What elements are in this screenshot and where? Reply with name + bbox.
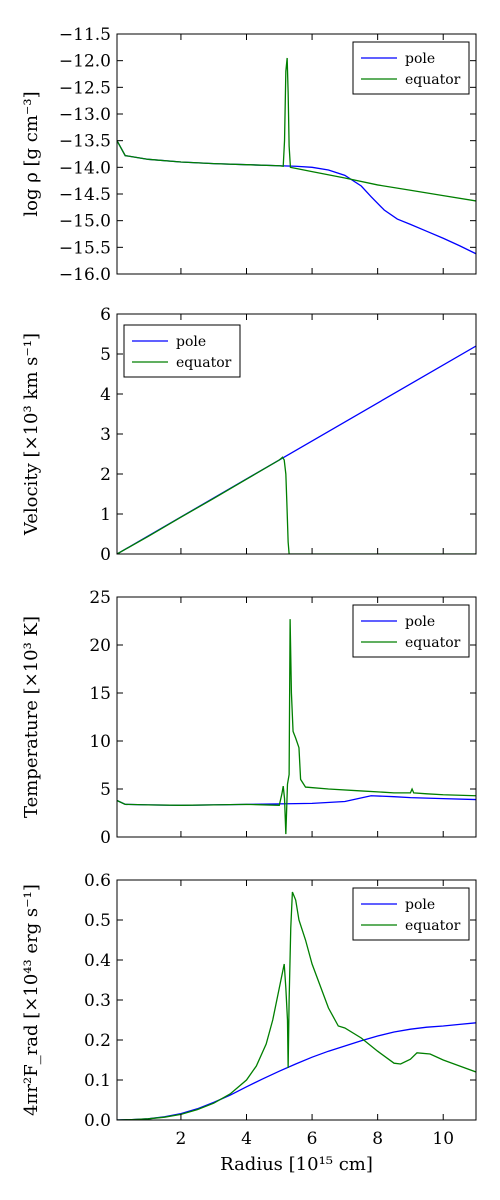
x-axis-label: Radius [10¹⁵ cm] (220, 1154, 373, 1175)
x-tick-label: 6 (307, 1129, 318, 1149)
series-line-pole (117, 795, 476, 806)
panel-1: −11.5 −12.0 −12.5 −13.0 −13.5 −14.0 −14.5 −15.0… (21, 25, 477, 285)
legend-box (123, 324, 241, 378)
legend-label-pole: pole (405, 614, 435, 630)
y-tick-label: 25 (89, 588, 111, 608)
legend-label-pole: pole (405, 51, 435, 67)
legend: pole equator (123, 324, 241, 378)
plot-frame (116, 596, 477, 838)
legend: pole equator (352, 41, 470, 95)
legend-label-equator: equator (405, 72, 461, 88)
y-tick-label: 2 (100, 465, 111, 485)
plot-frame (116, 33, 477, 275)
y-tick-label: 0 (100, 828, 111, 848)
y-tick-label: −13.0 (59, 105, 111, 125)
y-tick-label: −12.5 (59, 78, 111, 98)
y-tick-label: 0.0 (84, 1111, 111, 1131)
legend-box (352, 887, 470, 941)
y-axis-label: 4πr²F_rad [×10⁴³ erg s⁻¹] (21, 884, 42, 1116)
y-tick-label: −14.0 (59, 158, 111, 178)
series-line-equator (117, 456, 476, 554)
legend-label-equator: equator (405, 918, 461, 934)
y-tick-label: 0 (100, 545, 111, 565)
x-tick-label: 4 (241, 1129, 252, 1149)
panel-2: 0 1 2 3 4 5 6 Velocity [×10³ km s⁻¹] pole equator (21, 305, 477, 565)
y-axis-label: Velocity [×10³ km s⁻¹] (21, 333, 42, 536)
legend-label-equator: equator (176, 355, 232, 371)
y-tick-label: −16.0 (59, 265, 111, 285)
y-tick-label: 0.5 (84, 911, 111, 931)
y-tick-label: 0.2 (84, 1031, 111, 1051)
y-tick-label: 0.1 (84, 1071, 111, 1091)
legend-label-pole: pole (176, 334, 206, 350)
series-line-equator (117, 57, 476, 202)
series-line-pole (117, 140, 476, 255)
y-tick-label: −15.0 (59, 212, 111, 232)
y-tick-label: 5 (100, 780, 111, 800)
y-tick-label: −15.5 (59, 238, 111, 258)
y-tick-label: −14.5 (59, 185, 111, 205)
legend: pole equator (352, 887, 470, 941)
series-line-equator (117, 619, 476, 835)
y-tick-label: 0.6 (84, 871, 111, 891)
legend-label-equator: equator (405, 635, 461, 651)
y-tick-label: 20 (89, 636, 111, 656)
y-tick-label: 3 (100, 425, 111, 445)
panel-3: 0 5 10 15 20 25 Temperature [×10³ K] pole equato… (21, 588, 477, 848)
y-tick-label: 6 (100, 305, 111, 325)
y-tick-label: 4 (100, 385, 111, 405)
y-tick-label: 0.3 (84, 991, 111, 1011)
y-axis-label: Temperature [×10³ K] (21, 616, 42, 818)
y-tick-label: 10 (89, 732, 111, 752)
y-tick-label: 5 (100, 345, 111, 365)
x-tick-label: 10 (432, 1129, 454, 1149)
x-tick-label: 2 (176, 1129, 187, 1149)
legend-box (352, 41, 470, 95)
legend: pole equator (352, 604, 470, 658)
x-tick-label: 8 (372, 1129, 383, 1149)
y-tick-label: 15 (89, 684, 111, 704)
y-tick-label: 0.4 (84, 951, 111, 971)
series-line-equator (117, 891, 476, 1120)
y-tick-label: −13.5 (59, 132, 111, 152)
series-line-pole (117, 1022, 476, 1120)
panel-4: 2 4 6 8 10 0.0 0.1 0.2 0.3 0.4 0.5 0.6 4πr²F_rad [×1… (21, 871, 477, 1175)
y-tick-label: −11.5 (59, 25, 111, 45)
y-tick-label: 1 (100, 505, 111, 525)
y-axis-label: log ρ [g cm⁻³] (21, 91, 42, 216)
y-tick-label: −12.0 (59, 52, 111, 72)
legend-box (352, 604, 470, 658)
legend-label-pole: pole (405, 897, 435, 913)
